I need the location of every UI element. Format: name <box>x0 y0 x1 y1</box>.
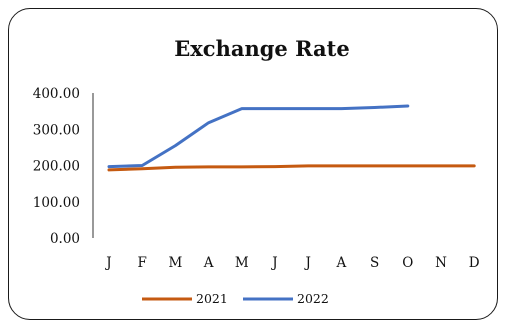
x-tick-label: M <box>168 255 182 271</box>
chart-frame <box>8 8 498 320</box>
series-lines <box>107 104 476 172</box>
chart-title: Exchange Rate <box>174 36 349 61</box>
y-tick-label: 0.00 <box>50 231 80 247</box>
x-tick-label: S <box>370 255 379 271</box>
legend: 2021 2022 <box>142 291 329 306</box>
y-tick-label: 300.00 <box>33 122 80 138</box>
x-tick-label: O <box>402 255 413 271</box>
y-tick-label: 100.00 <box>33 195 80 211</box>
x-tick-label: F <box>138 255 147 271</box>
x-tick-label: M <box>235 255 249 271</box>
x-tick-label: J <box>303 255 310 271</box>
x-tick-label: A <box>203 255 214 271</box>
x-tick-label: J <box>270 255 277 271</box>
y-tick-label: 200.00 <box>33 159 80 175</box>
legend-label: 2021 <box>196 291 228 306</box>
x-tick-label: N <box>435 255 447 271</box>
y-tick-label: 400.00 <box>33 86 80 102</box>
series-line-2022 <box>107 104 410 169</box>
legend-label: 2022 <box>297 291 329 306</box>
series-line-2021 <box>107 164 476 172</box>
x-tick-label: J <box>104 255 111 271</box>
y-axis-tick-labels: 0.00 100.00 200.00 300.00 400.00 <box>33 86 80 247</box>
x-tick-label: D <box>469 255 480 271</box>
x-tick-label: A <box>336 255 347 271</box>
